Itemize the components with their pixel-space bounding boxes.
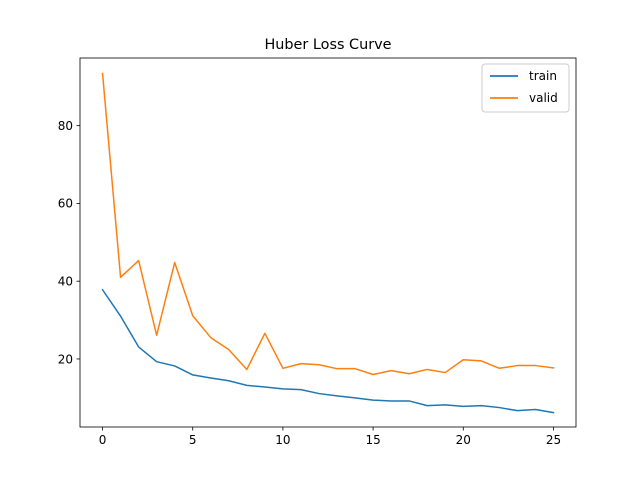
plot-frame xyxy=(79,57,577,428)
y-tick-label: 80 xyxy=(58,119,73,133)
series-line-valid xyxy=(101,72,555,376)
x-tick-label: 10 xyxy=(275,433,290,447)
series-line-train xyxy=(101,288,555,414)
x-tick-label: 25 xyxy=(546,433,561,447)
x-tick-label: 0 xyxy=(99,433,107,447)
y-tick-label: 40 xyxy=(58,274,73,288)
x-tick-label: 20 xyxy=(456,433,471,447)
x-tick-label: 15 xyxy=(365,433,380,447)
series-layer xyxy=(101,72,555,414)
x-axis: 0 5 10 15 20 25 xyxy=(99,427,561,447)
y-tick-label: 60 xyxy=(58,197,73,211)
legend-label-train: train xyxy=(529,69,557,83)
legend-label-valid: valid xyxy=(529,91,558,105)
y-tick-label: 20 xyxy=(58,352,73,366)
legend: train valid xyxy=(481,63,570,113)
x-tick-label: 5 xyxy=(189,433,197,447)
y-axis: 20 40 60 80 xyxy=(58,119,80,366)
chart-title: Huber Loss Curve xyxy=(264,37,391,53)
